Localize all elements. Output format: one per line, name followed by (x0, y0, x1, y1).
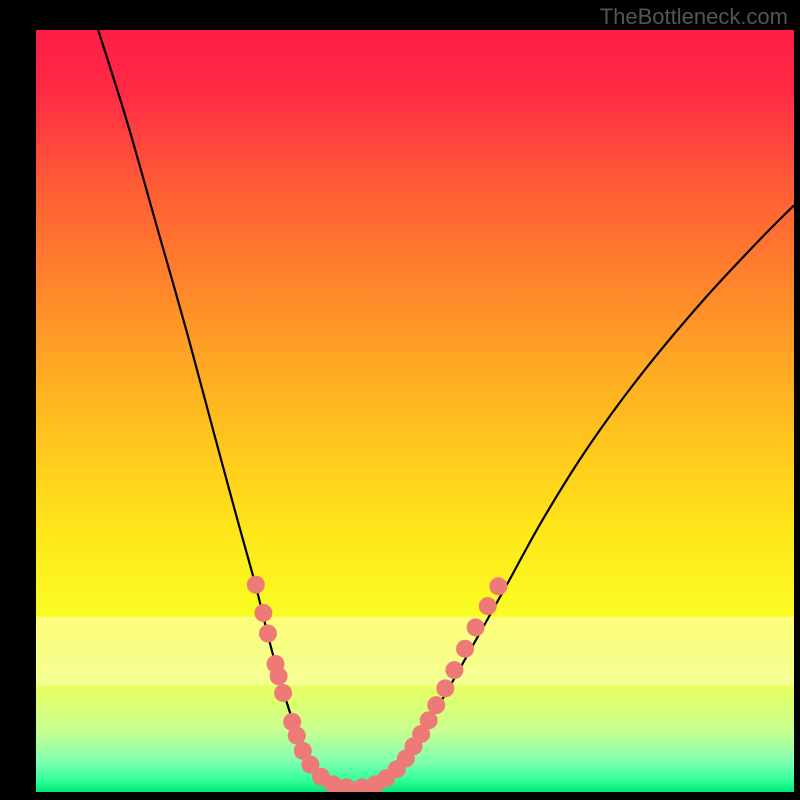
data-marker (456, 640, 474, 658)
data-marker (467, 618, 485, 636)
data-marker (274, 684, 292, 702)
data-marker (247, 576, 265, 594)
data-marker (427, 696, 445, 714)
chart-container: TheBottleneck.com (0, 0, 800, 800)
data-marker (489, 577, 507, 595)
data-marker (445, 661, 463, 679)
data-marker (420, 711, 438, 729)
watermark-text: TheBottleneck.com (600, 4, 788, 30)
data-marker (270, 667, 288, 685)
data-marker (259, 625, 277, 643)
data-marker (254, 604, 272, 622)
data-marker (479, 597, 497, 615)
pale-band (36, 617, 794, 686)
data-marker (436, 679, 454, 697)
chart-svg (0, 0, 800, 800)
